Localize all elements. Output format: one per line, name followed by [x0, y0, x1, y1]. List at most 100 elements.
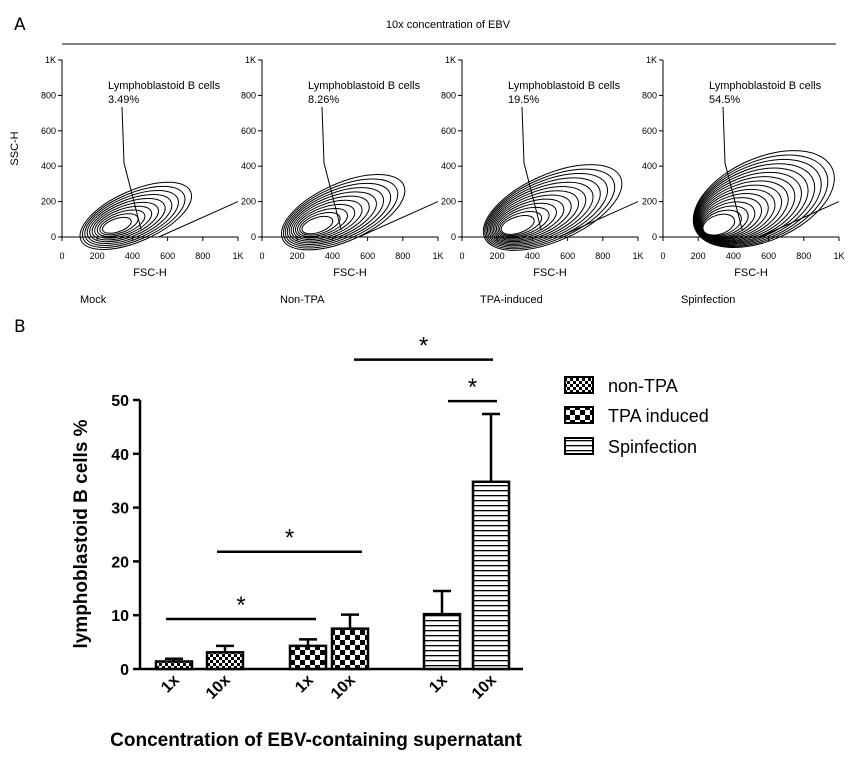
bar-spinfection-1x — [422, 612, 462, 671]
bar-non-tpa-1x — [154, 660, 194, 671]
contour-line — [495, 202, 557, 239]
x-tick-label: 200 — [90, 251, 105, 261]
y-tick-label: 600 — [41, 126, 56, 136]
x-tick-label: 0 — [660, 251, 665, 261]
x-tick-label: 800 — [195, 251, 210, 261]
flow-plot-spinfection: 0 200 400 600 800 1K 0 200 400 600 800 1K FSC-H Lymph… — [642, 55, 845, 306]
contour-line — [79, 181, 193, 250]
legend-swatch — [564, 376, 594, 394]
sample-name: Mock — [80, 294, 107, 306]
y-tick-label: 200 — [241, 197, 256, 207]
y-tick-label: 1K — [445, 55, 456, 65]
x-tick-label: 0 — [459, 251, 464, 261]
contour-line — [96, 209, 146, 237]
x-tick-label: 0 — [259, 251, 264, 261]
gate-line — [158, 201, 239, 238]
y-tick-label: 20 — [111, 554, 129, 571]
flow-plots: 0 200 400 600 800 1K 0 200 400 600 800 1K FSC-H SSC-H… — [9, 55, 845, 306]
x-tick-label: 600 — [160, 251, 175, 261]
sample-name: Spinfection — [681, 294, 735, 306]
significance-star: * — [419, 333, 428, 360]
contour-line — [86, 194, 173, 245]
x-tick-label: 1K — [833, 251, 844, 261]
gate-percent: 8.26% — [308, 94, 339, 106]
contour-line — [485, 173, 609, 248]
contour-line — [486, 177, 601, 247]
x-tick-label: 10x — [203, 672, 234, 703]
x-axis-label: FSC-H — [533, 267, 567, 279]
gate-label: Lymphoblastoid B cells — [709, 80, 822, 92]
x-axis-label: Concentration of EBV-containing supernat… — [110, 730, 522, 751]
gate-percent: 3.49% — [108, 94, 139, 106]
contour-line — [692, 150, 835, 248]
y-tick-label: 1K — [245, 55, 256, 65]
contour-line — [489, 186, 587, 244]
y-tick-label: 30 — [111, 501, 129, 518]
x-tick-label: 1K — [632, 251, 643, 261]
gate-pointer — [321, 106, 342, 231]
y-tick-label: 400 — [241, 161, 256, 171]
x-tick-label: 1K — [432, 251, 443, 261]
gate-line — [358, 201, 439, 238]
x-axis-label: FSC-H — [734, 267, 768, 279]
y-tick-label: 600 — [241, 126, 256, 136]
y-tick-label: 0 — [652, 232, 657, 242]
bar-tpa-induced-1x — [288, 644, 328, 671]
contour-line — [299, 211, 341, 236]
x-tick-label: 10x — [469, 672, 500, 703]
legend-label: non-TPA — [608, 376, 678, 396]
contour-line — [488, 181, 594, 245]
contour-line — [94, 205, 153, 239]
x-tick-label: 800 — [595, 251, 610, 261]
gate-label: Lymphoblastoid B cells — [508, 80, 621, 92]
contour-line — [500, 214, 535, 235]
contour-line — [89, 197, 166, 243]
y-tick-label: 600 — [642, 126, 657, 136]
contour-line — [282, 178, 399, 249]
y-tick-label: 10 — [111, 608, 129, 625]
gate-line — [759, 201, 840, 238]
contour-line — [284, 182, 392, 247]
contour-line — [84, 189, 179, 246]
y-tick-label: 50 — [111, 393, 129, 410]
x-axis-label: FSC-H — [133, 267, 167, 279]
gate-label: Lymphoblastoid B cells — [108, 80, 221, 92]
sample-name: Non-TPA — [280, 294, 325, 306]
contour-line — [102, 216, 132, 234]
contour-line — [292, 199, 363, 241]
gate-percent: 19.5% — [508, 94, 539, 106]
panel-b-letter: B — [14, 317, 26, 337]
flow-plot-non-tpa: 0 200 400 600 800 1K 0 200 400 600 800 1K FSC-H Lymph… — [241, 55, 444, 306]
x-tick-label: 200 — [290, 251, 305, 261]
y-axis-label: SSC-H — [9, 131, 21, 165]
legend-swatch — [564, 437, 594, 455]
sample-name: TPA-induced — [480, 294, 543, 306]
contour-line — [288, 191, 377, 244]
x-tick-label: 0 — [59, 251, 64, 261]
y-tick-label: 600 — [441, 126, 456, 136]
contour-line — [494, 198, 565, 240]
y-tick-label: 400 — [41, 161, 56, 171]
contour-line — [297, 207, 348, 238]
contour-line — [91, 201, 159, 241]
y-tick-label: 400 — [441, 161, 456, 171]
y-tick-label: 40 — [111, 447, 129, 464]
panel-a-header: 10x concentration of EBV — [386, 19, 511, 31]
legend-swatch — [564, 406, 594, 424]
contour-line — [286, 187, 385, 245]
y-tick-label: 0 — [120, 662, 129, 679]
x-tick-label: 1x — [292, 672, 317, 697]
contour-line — [294, 203, 356, 239]
gate-pointer — [521, 106, 542, 231]
contour-line — [482, 164, 623, 251]
x-tick-label: 400 — [125, 251, 140, 261]
bar-tpa-induced-10x — [330, 627, 370, 671]
bar-chart: 0 10 20 30 40 50 lymphoblastoid B cells % Conce… — [71, 333, 709, 751]
legend-label: Spinfection — [608, 437, 697, 457]
y-tick-label: 200 — [642, 197, 657, 207]
significance-star: * — [236, 592, 245, 619]
x-tick-label: 1K — [232, 251, 243, 261]
y-tick-label: 800 — [441, 90, 456, 100]
bar-spinfection-10x — [471, 480, 511, 671]
x-tick-label: 400 — [325, 251, 340, 261]
